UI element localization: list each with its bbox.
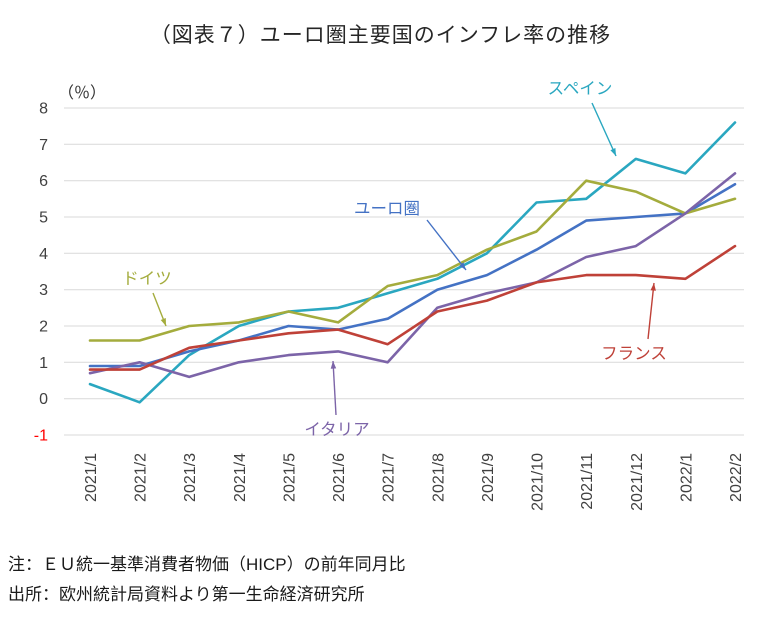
series-line-italy xyxy=(88,172,737,379)
x-tick-label: 2021/7 xyxy=(381,453,398,502)
y-tick-label: 1 xyxy=(39,355,48,372)
series-line-germany xyxy=(88,179,737,342)
series-label-italy: イタリア xyxy=(304,420,369,439)
y-tick-label: 0 xyxy=(39,391,48,408)
chart-notes: 注：ＥＵ統一基準消費者物価（HICP）の前年同月比 出所：欧州統計局資料より第一… xyxy=(0,548,761,610)
series-label-arrow-spain xyxy=(591,102,617,157)
series-label-arrowhead-spain xyxy=(610,148,616,156)
y-tick-label: 6 xyxy=(39,173,48,190)
x-tick-label: 2021/1 xyxy=(83,453,100,502)
series-label-france: フランス xyxy=(601,345,667,363)
x-tick-label: 2021/5 xyxy=(282,453,299,502)
x-tick-label: 2021/4 xyxy=(232,453,249,502)
x-tick-label: 2021/3 xyxy=(182,453,199,502)
series-label-arrowhead-euro-area xyxy=(459,262,466,270)
y-tick-label: 3 xyxy=(39,282,48,299)
series-label-arrowhead-france xyxy=(650,283,656,291)
x-tick-label: 2022/2 xyxy=(728,453,745,502)
series-label-spain: スペイン xyxy=(548,80,613,98)
y-tick-label: -1 xyxy=(34,428,48,445)
y-tick-label: 2 xyxy=(39,319,48,336)
x-tick-label: 2021/9 xyxy=(480,453,497,502)
note-hicp: 注：ＥＵ統一基準消費者物価（HICP）の前年同月比 xyxy=(8,555,406,574)
y-tick-label: 8 xyxy=(39,101,48,118)
series-label-arrowhead-germany xyxy=(160,318,166,326)
chart-title: （図表７）ユーロ圏主要国のインフレ率の推移 xyxy=(149,24,612,47)
y-tick-label: 5 xyxy=(39,210,48,227)
y-tick-label: 7 xyxy=(39,137,48,154)
y-tick-label: 4 xyxy=(39,246,48,263)
series-label-arrow-italy xyxy=(332,360,337,416)
x-tick-label: 2021/10 xyxy=(530,453,547,511)
x-tick-label: 2021/2 xyxy=(133,453,150,502)
series-label-arrow-france xyxy=(647,282,655,340)
y-axis-unit-label: （％） xyxy=(58,84,106,102)
series-label-arrowhead-italy xyxy=(330,361,337,369)
x-tick-label: 2021/12 xyxy=(629,453,646,511)
x-tick-label: 2022/1 xyxy=(678,453,695,502)
series-line-france xyxy=(88,244,737,371)
series-label-germany: ドイツ xyxy=(122,270,172,288)
series-label-euro-area: ユーロ圏 xyxy=(354,200,420,218)
line-chart: -1 0 1 2 3 4 5 6 7 8 （％） 2021/1 2021/2 2021/3 2021/4 20… xyxy=(34,80,745,511)
series-label-arrow-euro-area xyxy=(426,219,467,271)
x-tick-label: 2021/11 xyxy=(579,453,596,510)
x-tick-label: 2021/8 xyxy=(430,453,447,502)
note-source: 出所：欧州統計局資料より第一生命経済研究所 xyxy=(8,585,365,604)
series-line-euro-area xyxy=(88,183,737,368)
x-tick-label: 2021/6 xyxy=(331,453,348,502)
